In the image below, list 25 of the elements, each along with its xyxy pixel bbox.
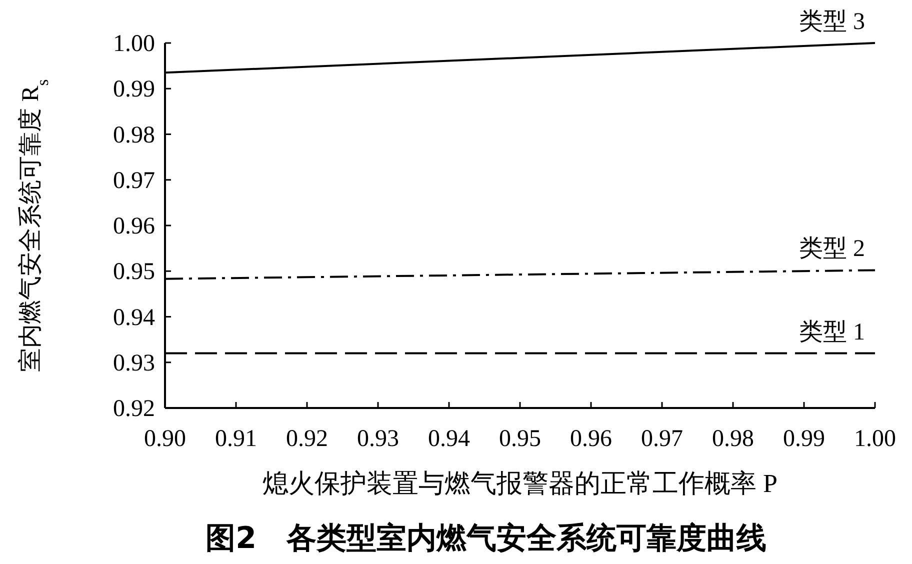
y-tick-label: 1.00	[113, 31, 155, 57]
x-tick-label: 0.95	[499, 426, 541, 452]
x-tick-label: 0.94	[428, 426, 470, 452]
x-tick-label: 0.97	[641, 426, 683, 452]
y-tick-label: 0.98	[113, 122, 155, 148]
x-tick-label: 0.99	[783, 426, 825, 452]
series-label: 类型 2	[799, 236, 865, 262]
y-tick-label: 0.97	[113, 168, 155, 194]
y-tick-label: 0.99	[113, 76, 155, 103]
x-axis-title: 熄火保护装置与燃气报警器的正常工作概率 P	[262, 469, 778, 498]
x-tick-label: 0.92	[286, 426, 328, 452]
y-tick-label: 0.95	[113, 259, 155, 286]
y-tick-label: 0.96	[113, 214, 155, 240]
x-tick-label: 0.91	[215, 426, 257, 452]
series-label: 类型 3	[799, 9, 865, 35]
x-tick-label: 0.98	[712, 426, 754, 452]
y-tick-label: 0.94	[113, 304, 155, 331]
text: 图2 各类型室内燃气安全系统可靠度曲线	[206, 521, 766, 556]
x-tick-label: 1.00	[854, 426, 896, 452]
y-tick-label: 0.93	[113, 350, 155, 376]
y-tick-label: 0.92	[113, 396, 155, 422]
x-tick-label: 0.96	[570, 426, 612, 452]
x-tick-label: 0.93	[357, 426, 399, 452]
x-tick-label: 0.90	[144, 426, 186, 452]
series-label: 类型 1	[799, 319, 865, 346]
